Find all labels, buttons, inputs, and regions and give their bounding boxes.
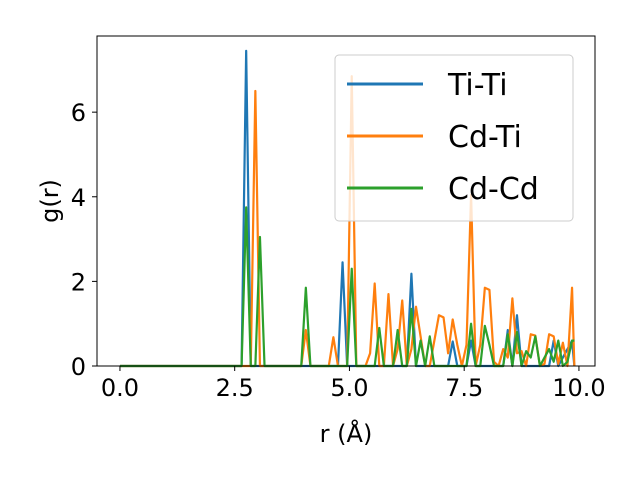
y-axis-label: g(r) [36,179,64,223]
legend: Ti-Ti Cd-Ti Cd-Cd [334,54,574,222]
legend-label-cd-ti: Cd-Ti [448,120,522,155]
y-axis: 0 2 4 6 [71,99,97,381]
y-tick-label: 4 [71,184,86,212]
x-axis-label: r (Å) [320,419,373,448]
y-tick-label: 2 [71,268,86,296]
y-tick-label: 6 [71,99,86,127]
y-tick-label: 0 [71,353,86,381]
legend-label-ti-ti: Ti-Ti [447,68,508,103]
x-tick-label: 2.5 [216,374,254,402]
x-tick-label: 10.0 [552,374,605,402]
series-line-cd-cd [119,206,575,368]
legend-box [334,54,574,222]
plot-frame [96,35,596,367]
legend-label-cd-cd: Cd-Cd [448,172,539,207]
x-tick-label: 7.5 [445,374,483,402]
x-axis: 0.0 2.5 5.0 7.5 10.0 [101,366,606,402]
x-tick-label: 0.0 [101,374,139,402]
x-tick-label: 5.0 [330,374,368,402]
